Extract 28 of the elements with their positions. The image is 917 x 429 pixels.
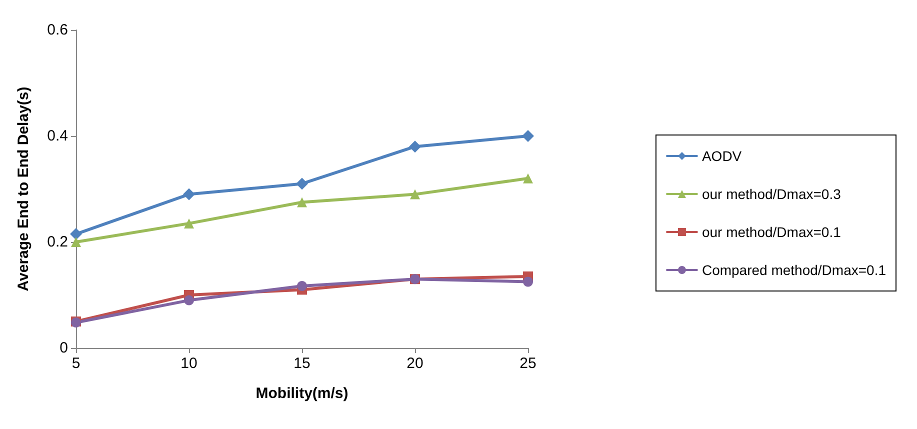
y-tick-label: 0.6 — [47, 22, 68, 38]
point — [522, 130, 534, 142]
legend-label: AODV — [702, 148, 742, 164]
point — [410, 189, 420, 200]
legend-label: our method/Dmax=0.3 — [702, 186, 842, 202]
x-tick-label: 20 — [406, 355, 424, 372]
y-tick-label: 0.2 — [47, 234, 68, 250]
x-tick-label: 25 — [520, 355, 536, 372]
point — [183, 188, 195, 200]
point — [71, 237, 81, 247]
point — [296, 178, 308, 190]
point — [409, 140, 421, 153]
legend-label: our method/Dmax=0.1 — [702, 224, 842, 240]
legend-label: Compared method/Dmax=0.1 — [702, 262, 886, 278]
x-tick-label: 10 — [180, 355, 198, 372]
y-axis-title: Average End to End Delay(s) — [15, 86, 32, 292]
y-tick-label: 0 — [60, 340, 68, 356]
point — [70, 228, 82, 240]
point — [184, 295, 194, 306]
point — [297, 280, 307, 291]
point — [523, 276, 533, 287]
point — [523, 173, 533, 184]
x-axis-title: Mobility(m/s) — [256, 385, 348, 402]
y-tick-label: 0.4 — [47, 128, 68, 144]
point — [297, 197, 307, 208]
x-tick-label: 5 — [72, 355, 80, 372]
x-tick-label: 15 — [294, 355, 310, 372]
point — [184, 218, 194, 228]
